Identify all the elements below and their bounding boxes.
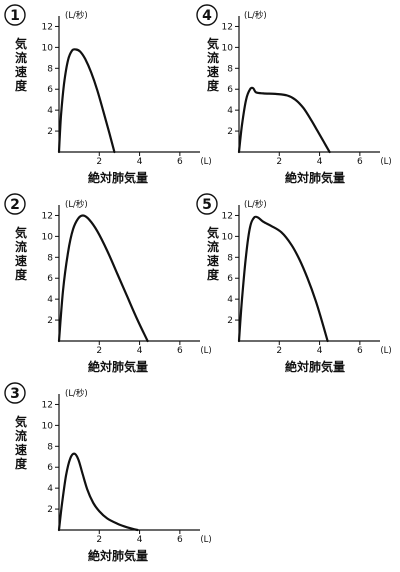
y-tick-label: 10 — [222, 43, 234, 53]
y-tick-label: 12 — [222, 22, 233, 32]
y-axis-label-char: 度 — [207, 267, 220, 282]
y-tick-label: 2 — [47, 127, 53, 137]
y-tick-label: 8 — [227, 253, 233, 263]
y-tick-label: 12 — [42, 22, 53, 32]
x-unit: (L) — [380, 346, 391, 356]
panel-number: 5 — [202, 197, 212, 213]
y-axis-label-char: 気 — [207, 225, 219, 240]
y-axis-label-char: 度 — [15, 78, 28, 93]
y-tick-label: 4 — [227, 295, 233, 305]
y-tick-label: 8 — [227, 64, 233, 74]
y-tick-label: 4 — [47, 106, 53, 116]
y-axis-label-char: 速 — [207, 64, 219, 79]
y-axis-label-char: 気 — [15, 414, 27, 429]
panel-number-circle — [4, 382, 26, 404]
y-tick-label: 6 — [227, 85, 233, 95]
y-unit: (L/秒) — [244, 199, 267, 210]
panel-number: 4 — [202, 8, 212, 24]
y-tick-label: 2 — [47, 505, 53, 515]
y-tick-label: 4 — [47, 295, 53, 305]
x-tick-label: 4 — [317, 157, 323, 167]
y-tick-label: 6 — [47, 463, 53, 473]
y-axis-label-char: 速 — [15, 442, 27, 457]
y-tick-label: 12 — [42, 400, 53, 410]
y-axis-label-char: 流 — [15, 50, 27, 65]
y-unit: (L/秒) — [244, 10, 267, 21]
y-tick-label: 10 — [222, 232, 234, 242]
y-tick-label: 10 — [42, 43, 54, 53]
y-axis-label-char: 気 — [207, 36, 219, 51]
flow-volume-curve — [57, 48, 116, 154]
y-unit: (L/秒) — [65, 199, 88, 210]
y-tick-label: 8 — [47, 64, 53, 74]
y-tick-label: 8 — [47, 253, 53, 263]
flow-volume-curve — [237, 215, 329, 343]
y-tick-label: 4 — [227, 106, 233, 116]
panel-number-circle — [4, 4, 26, 26]
y-tick-label: 2 — [227, 127, 233, 137]
x-axis-label: 絶対肺気量 — [88, 548, 148, 563]
y-tick-label: 6 — [47, 85, 53, 95]
x-tick-label: 6 — [357, 157, 363, 167]
x-unit: (L) — [200, 535, 211, 545]
x-tick-label: 4 — [137, 346, 143, 356]
x-tick-label: 4 — [137, 535, 143, 545]
x-tick-label: 6 — [357, 346, 363, 356]
panel-number: 3 — [10, 386, 20, 402]
y-tick-label: 10 — [42, 421, 54, 431]
y-tick-label: 12 — [42, 211, 53, 221]
x-unit: (L) — [200, 157, 211, 167]
y-tick-label: 12 — [222, 211, 233, 221]
y-tick-label: 4 — [47, 484, 53, 494]
panel-number: 2 — [10, 197, 20, 213]
y-axis-label-char: 気 — [15, 225, 27, 240]
y-axis-label-char: 速 — [15, 253, 27, 268]
x-tick-label: 6 — [177, 157, 183, 167]
y-axis-label-char: 度 — [15, 267, 28, 282]
y-axis-label-char: 速 — [15, 64, 27, 79]
x-axis-label: 絶対肺気量 — [285, 170, 345, 185]
x-tick-label: 6 — [177, 346, 183, 356]
y-tick-label: 2 — [227, 316, 233, 326]
x-unit: (L) — [380, 157, 391, 167]
y-axis-label-char: 度 — [15, 456, 28, 471]
panel-number-circle — [196, 4, 218, 26]
x-tick-label: 6 — [177, 535, 183, 545]
y-axis-label-char: 流 — [207, 239, 219, 254]
y-unit: (L/秒) — [65, 388, 88, 399]
panel-number-circle — [4, 193, 26, 215]
flow-volume-curve — [57, 452, 139, 532]
flow-volume-curve — [237, 86, 331, 154]
x-axis-label: 絶対肺気量 — [285, 359, 345, 374]
y-tick-label: 2 — [47, 316, 53, 326]
flow-volume-curve — [57, 214, 149, 343]
x-axis-label: 絶対肺気量 — [88, 359, 148, 374]
x-tick-label: 2 — [276, 157, 282, 167]
y-tick-label: 10 — [42, 232, 54, 242]
y-axis-label-char: 気 — [15, 36, 27, 51]
y-axis-label-char: 流 — [15, 428, 27, 443]
x-unit: (L) — [200, 346, 211, 356]
x-tick-label: 4 — [317, 346, 323, 356]
x-tick-label: 2 — [96, 535, 102, 545]
y-axis-label-char: 流 — [207, 50, 219, 65]
panel-number-circle — [196, 193, 218, 215]
y-tick-label: 6 — [227, 274, 233, 284]
y-tick-label: 6 — [47, 274, 53, 284]
y-unit: (L/秒) — [65, 10, 88, 21]
x-tick-label: 2 — [276, 346, 282, 356]
x-tick-label: 2 — [96, 346, 102, 356]
y-tick-label: 8 — [47, 442, 53, 452]
y-axis-label-char: 流 — [15, 239, 27, 254]
panel-number: 1 — [10, 8, 20, 24]
x-tick-label: 2 — [96, 157, 102, 167]
x-tick-label: 4 — [137, 157, 143, 167]
x-axis-label: 絶対肺気量 — [88, 170, 148, 185]
y-axis-label-char: 度 — [207, 78, 220, 93]
y-axis-label-char: 速 — [207, 253, 219, 268]
